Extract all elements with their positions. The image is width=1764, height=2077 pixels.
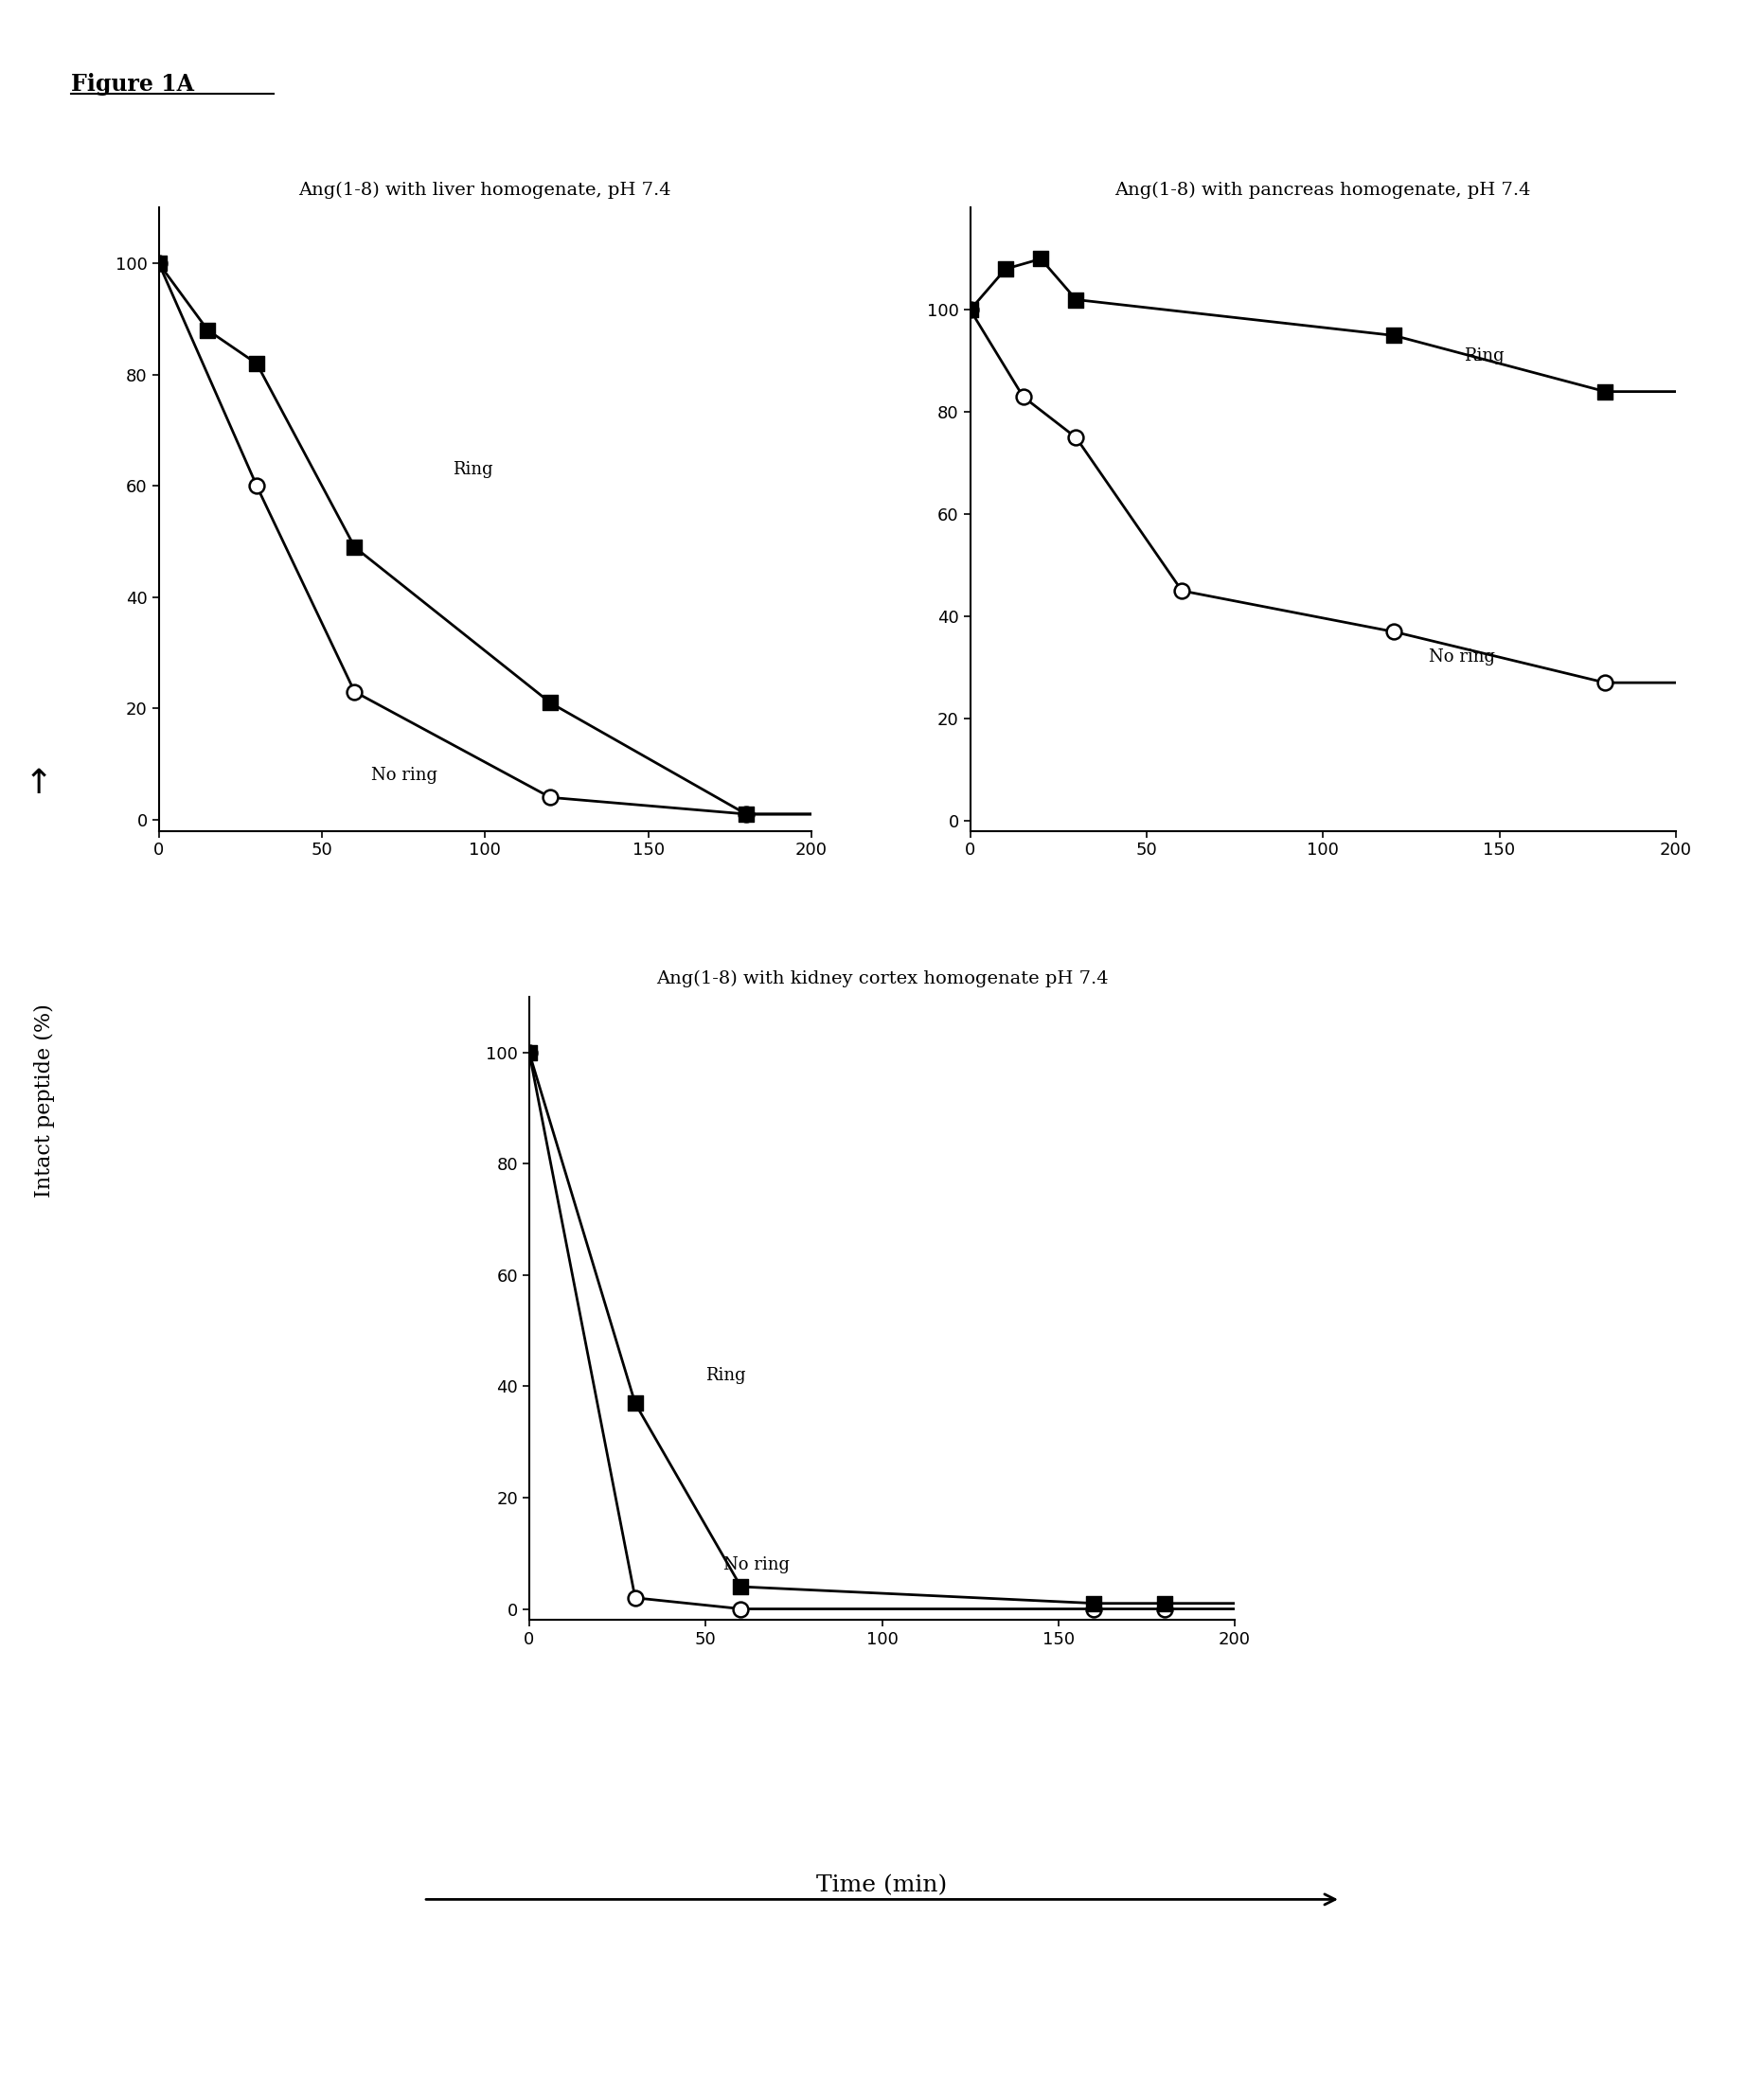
- Point: [732, 798, 760, 831]
- Text: Intact peptide (%): Intact peptide (%): [34, 1003, 55, 1198]
- Point: [145, 247, 173, 280]
- Point: [956, 293, 984, 326]
- Point: [991, 253, 1020, 287]
- Point: [1379, 318, 1408, 351]
- Text: No ring: No ring: [1429, 648, 1496, 665]
- Text: Ring: Ring: [1464, 347, 1505, 363]
- Text: No ring: No ring: [370, 766, 437, 783]
- Point: [340, 675, 369, 708]
- Point: [1027, 243, 1055, 276]
- Point: [727, 1570, 755, 1603]
- Point: [242, 469, 272, 503]
- Point: [536, 781, 564, 814]
- Point: [1591, 376, 1619, 409]
- Text: Figure 1A: Figure 1A: [71, 73, 194, 96]
- Point: [1080, 1587, 1108, 1620]
- Point: [340, 530, 369, 563]
- Title: Ang(1-8) with liver homogenate, pH 7.4: Ang(1-8) with liver homogenate, pH 7.4: [298, 181, 672, 197]
- Point: [732, 798, 760, 831]
- Point: [1062, 282, 1090, 316]
- Point: [727, 1593, 755, 1626]
- Text: Ring: Ring: [706, 1367, 746, 1383]
- Point: [1379, 615, 1408, 648]
- Point: [956, 293, 984, 326]
- Point: [1150, 1587, 1178, 1620]
- Point: [515, 1036, 543, 1070]
- Title: Ang(1-8) with pancreas homogenate, pH 7.4: Ang(1-8) with pancreas homogenate, pH 7.…: [1115, 181, 1531, 197]
- Point: [621, 1581, 649, 1614]
- Title: Ang(1-8) with kidney cortex homogenate pH 7.4: Ang(1-8) with kidney cortex homogenate p…: [656, 970, 1108, 987]
- Point: [242, 347, 272, 380]
- Text: ↑: ↑: [25, 768, 53, 800]
- Point: [536, 685, 564, 719]
- Point: [515, 1036, 543, 1070]
- Point: [1150, 1593, 1178, 1626]
- Point: [1009, 380, 1037, 413]
- Point: [1080, 1593, 1108, 1626]
- Text: Time (min): Time (min): [817, 1876, 947, 1896]
- Point: [621, 1387, 649, 1421]
- Point: [145, 247, 173, 280]
- Point: [1591, 667, 1619, 700]
- Text: Ring: Ring: [452, 461, 492, 478]
- Point: [1062, 422, 1090, 455]
- Point: [194, 314, 222, 347]
- Text: No ring: No ring: [723, 1556, 790, 1572]
- Point: [1168, 573, 1196, 606]
